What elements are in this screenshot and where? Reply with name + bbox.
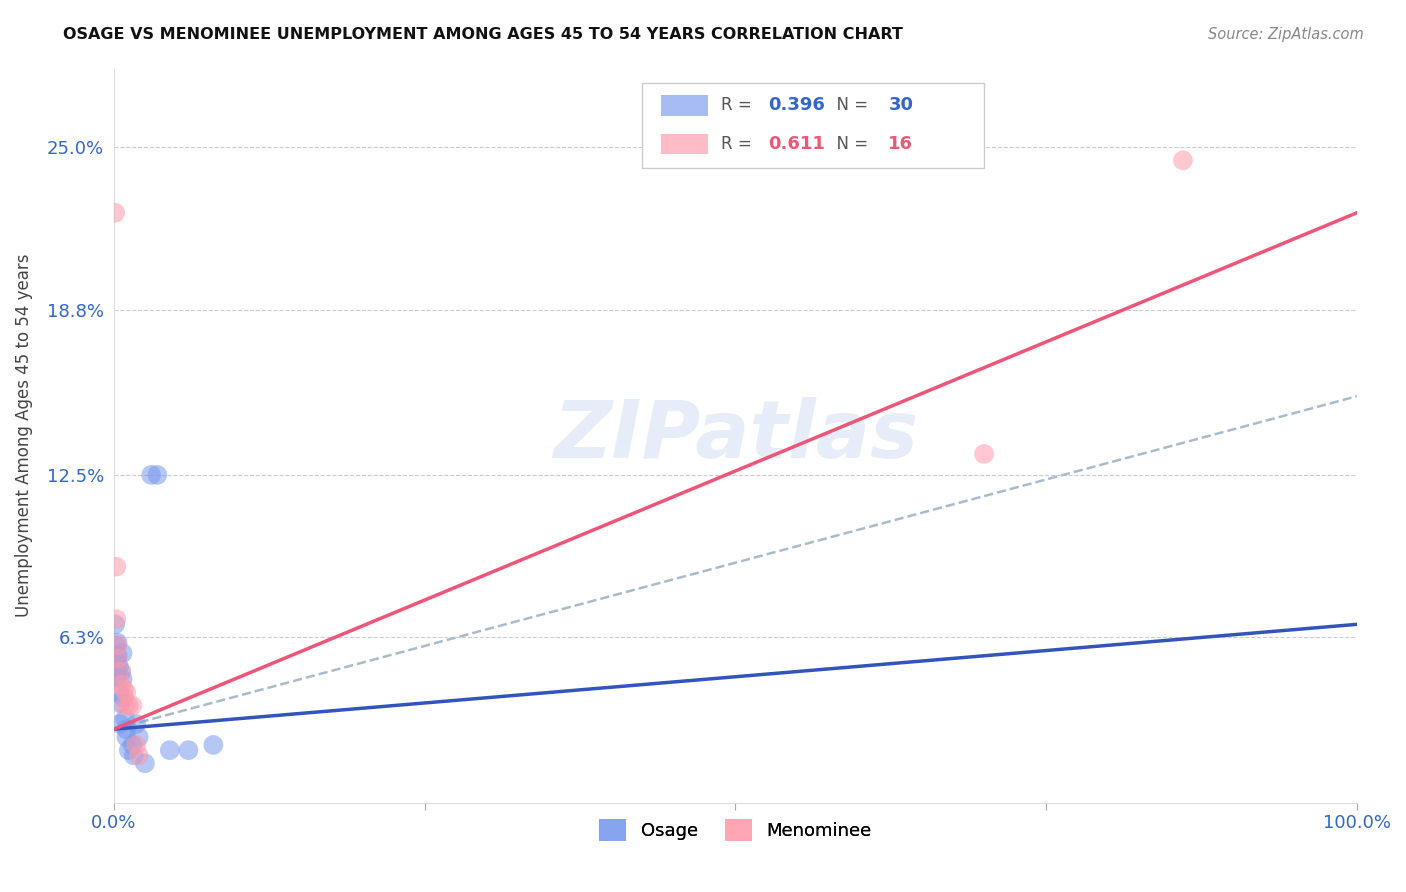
Point	[108, 685, 131, 699]
Point	[159, 743, 181, 757]
Point	[104, 617, 127, 632]
Point	[118, 743, 141, 757]
Point	[146, 467, 169, 482]
Text: 16: 16	[889, 135, 914, 153]
FancyBboxPatch shape	[661, 134, 709, 154]
Text: N =: N =	[827, 135, 873, 153]
Text: Source: ZipAtlas.com: Source: ZipAtlas.com	[1208, 27, 1364, 42]
Point	[973, 447, 995, 461]
Point	[115, 685, 138, 699]
FancyBboxPatch shape	[661, 95, 709, 115]
Point	[121, 698, 143, 713]
Point	[128, 748, 150, 763]
Point	[104, 205, 127, 219]
Point	[141, 467, 163, 482]
Point	[104, 651, 127, 665]
Point	[108, 665, 131, 679]
Point	[111, 646, 134, 660]
Point	[105, 651, 128, 665]
Point	[1171, 153, 1194, 168]
Text: N =: N =	[827, 96, 873, 114]
Point	[107, 648, 129, 663]
Text: 30: 30	[889, 96, 914, 114]
Point	[107, 665, 129, 679]
Point	[125, 738, 148, 752]
Point	[108, 659, 131, 673]
Point	[122, 748, 145, 763]
Point	[114, 698, 136, 713]
Point	[105, 559, 128, 574]
Point	[108, 717, 131, 731]
Point	[105, 670, 128, 684]
Point	[112, 682, 135, 697]
Point	[105, 612, 128, 626]
Text: ZIPatlas: ZIPatlas	[553, 397, 918, 475]
Point	[128, 730, 150, 744]
FancyBboxPatch shape	[643, 83, 984, 168]
Point	[115, 722, 138, 736]
Point	[107, 638, 129, 652]
Text: R =: R =	[720, 135, 756, 153]
Point	[134, 756, 156, 771]
Text: 0.396: 0.396	[768, 96, 825, 114]
Point	[114, 712, 136, 726]
Y-axis label: Unemployment Among Ages 45 to 54 years: Unemployment Among Ages 45 to 54 years	[15, 254, 32, 617]
Point	[177, 743, 200, 757]
Text: R =: R =	[720, 96, 756, 114]
Point	[111, 673, 134, 687]
Point	[125, 717, 148, 731]
Point	[108, 696, 131, 710]
Point	[105, 638, 128, 652]
Point	[115, 730, 138, 744]
Point	[112, 690, 135, 705]
Point	[107, 651, 129, 665]
Point	[107, 635, 129, 649]
Text: 0.611: 0.611	[768, 135, 825, 153]
Point	[118, 698, 141, 713]
Point	[110, 665, 132, 679]
Point	[202, 738, 225, 752]
Text: OSAGE VS MENOMINEE UNEMPLOYMENT AMONG AGES 45 TO 54 YEARS CORRELATION CHART: OSAGE VS MENOMINEE UNEMPLOYMENT AMONG AG…	[63, 27, 903, 42]
Point	[121, 738, 143, 752]
Point	[110, 678, 132, 692]
Legend: Osage, Menominee: Osage, Menominee	[592, 812, 879, 848]
